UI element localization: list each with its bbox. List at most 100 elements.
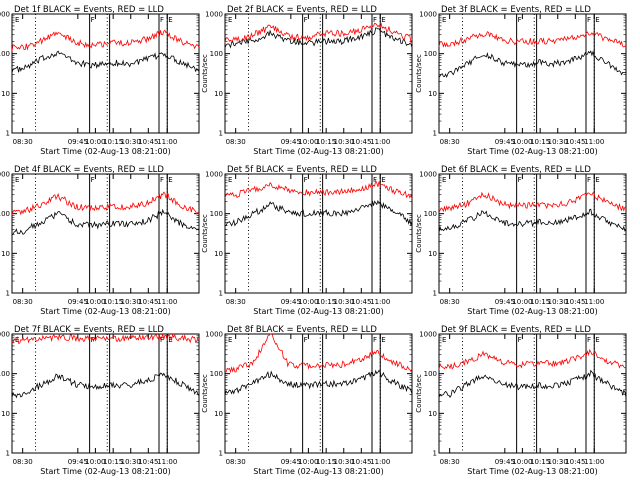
- y-axis-label: Counts/sec: [201, 214, 209, 253]
- series-events-line: [11, 208, 200, 236]
- detector-panel-6: Det 6f BLACK = Events, RED = LLD 1 10 100 10…: [415, 165, 627, 316]
- x-tick-label: 10:30: [334, 458, 354, 466]
- phase-annotation: F: [587, 336, 591, 344]
- phase-annotation: E: [595, 16, 599, 24]
- x-tick-label: 10:00: [85, 458, 105, 466]
- x-tick-label: 08:30: [226, 138, 246, 146]
- x-tick-label: 09:45: [495, 138, 515, 146]
- phase-annotation: F: [160, 176, 164, 184]
- x-tick-label: 08:30: [440, 458, 460, 466]
- x-tick-label: 10:15: [530, 298, 550, 306]
- detector-panel-5: Det 5f BLACK = Events, RED = LLD 1 10 100 10…: [201, 165, 413, 316]
- detector-panel-1: Det 1f BLACK = Events, RED = LLD 1 10 100 10…: [0, 5, 200, 156]
- phase-annotation: F: [304, 336, 308, 344]
- x-tick-label: 10:45: [351, 458, 371, 466]
- phase-annotation: F: [91, 176, 95, 184]
- phase-annotation: E: [15, 176, 19, 184]
- series-lld-line: [438, 348, 627, 370]
- series-lld-line: [11, 29, 200, 52]
- x-axis-label: Start Time (02-Aug-13 08:21:00): [40, 467, 171, 476]
- y-tick-label: 1000: [205, 331, 223, 339]
- detector-panel-3: Det 3f BLACK = Events, RED = LLD 1 10 100 10…: [415, 5, 627, 156]
- x-tick-label: 11:00: [157, 298, 177, 306]
- panel-title: Det 3f BLACK = Events, RED = LLD: [441, 5, 591, 15]
- y-tick-label: 100: [0, 210, 10, 218]
- y-tick-label: 100: [0, 50, 10, 58]
- x-tick-label: 10:00: [512, 298, 532, 306]
- panel-title: Det 4f BLACK = Events, RED = LLD: [14, 165, 164, 175]
- x-axis-label: Start Time (02-Aug-13 08:21:00): [40, 307, 171, 316]
- x-tick-label: 09:45: [281, 298, 301, 306]
- x-tick-label: 08:30: [440, 138, 460, 146]
- series-lld-line: [224, 22, 413, 44]
- x-tick-label: 10:00: [512, 458, 532, 466]
- y-tick-label: 10: [428, 90, 437, 98]
- phase-annotation: F: [91, 336, 95, 344]
- y-tick-label: 10: [428, 410, 437, 418]
- phase-annotation: E: [381, 16, 385, 24]
- phase-annotation: E: [381, 176, 385, 184]
- x-tick-label: 10:30: [334, 138, 354, 146]
- x-tick-label: 11:00: [370, 138, 390, 146]
- series-lld-line: [11, 333, 200, 344]
- phase-annotation: F: [304, 176, 308, 184]
- x-tick-label: 11:00: [157, 458, 177, 466]
- x-axis-label: Start Time (02-Aug-13 08:21:00): [253, 467, 384, 476]
- y-tick-label: 1: [6, 450, 10, 458]
- y-tick-label: 1: [433, 290, 437, 298]
- x-tick-label: 09:45: [495, 458, 515, 466]
- x-axis-label: Start Time (02-Aug-13 08:21:00): [467, 467, 598, 476]
- series-events-line: [438, 369, 627, 398]
- x-tick-label: 10:15: [103, 458, 123, 466]
- phase-annotation: F: [160, 16, 164, 24]
- plot-frame: [11, 173, 200, 294]
- plot-frame: [11, 13, 200, 134]
- panel-title: Det 1f BLACK = Events, RED = LLD: [14, 5, 164, 15]
- detector-panel-8: Det 8f BLACK = Events, RED = LLD 1 10 100 10…: [201, 325, 413, 476]
- x-tick-label: 10:00: [512, 138, 532, 146]
- y-tick-label: 10: [1, 410, 10, 418]
- y-tick-label: 100: [424, 50, 437, 58]
- y-tick-label: 10: [214, 410, 223, 418]
- y-tick-label: 10: [428, 250, 437, 258]
- panel-title: Det 9f BLACK = Events, RED = LLD: [441, 325, 591, 335]
- y-axis-label: Counts/sec: [201, 374, 209, 413]
- detector-panel-7: Det 7f BLACK = Events, RED = LLD 1 10 100 10…: [0, 325, 200, 476]
- series-lld-line: [438, 191, 627, 213]
- y-tick-label: 1000: [419, 171, 437, 179]
- phase-annotation: E: [381, 336, 385, 344]
- y-tick-label: 100: [210, 50, 223, 58]
- x-tick-label: 10:30: [121, 138, 141, 146]
- phase-annotation: E: [228, 336, 232, 344]
- detector-panel-9: Det 9f BLACK = Events, RED = LLD 1 10 100 10…: [415, 325, 627, 476]
- x-tick-label: 10:45: [351, 138, 371, 146]
- x-tick-label: 09:45: [495, 298, 515, 306]
- panel-title: Det 7f BLACK = Events, RED = LLD: [14, 325, 164, 335]
- phase-annotation: F: [518, 176, 522, 184]
- phase-annotation: E: [595, 336, 599, 344]
- series-lld-line: [438, 31, 627, 48]
- y-tick-label: 100: [0, 370, 10, 378]
- y-tick-label: 100: [424, 370, 437, 378]
- phase-annotation: E: [228, 16, 232, 24]
- y-tick-label: 1000: [0, 171, 10, 179]
- x-tick-label: 08:30: [440, 298, 460, 306]
- y-tick-label: 100: [424, 210, 437, 218]
- y-tick-label: 1000: [205, 171, 223, 179]
- x-axis-label: Start Time (02-Aug-13 08:21:00): [253, 147, 384, 156]
- y-axis-label: Counts/sec: [415, 374, 423, 413]
- x-tick-label: 10:45: [565, 138, 585, 146]
- phase-annotation: F: [304, 16, 308, 24]
- phase-annotation: E: [442, 16, 446, 24]
- detector-panel-4: Det 4f BLACK = Events, RED = LLD 1 10 100 10…: [0, 165, 200, 316]
- x-tick-label: 08:30: [13, 458, 33, 466]
- x-tick-label: 10:15: [316, 458, 336, 466]
- panel-title: Det 5f BLACK = Events, RED = LLD: [227, 165, 377, 175]
- y-axis-label: Counts/sec: [415, 214, 423, 253]
- plot-frame: [438, 173, 627, 294]
- x-tick-label: 10:15: [103, 138, 123, 146]
- x-tick-label: 10:30: [548, 298, 568, 306]
- x-tick-label: 10:00: [85, 138, 105, 146]
- y-tick-label: 1: [433, 130, 437, 138]
- plot-frame: [438, 13, 627, 134]
